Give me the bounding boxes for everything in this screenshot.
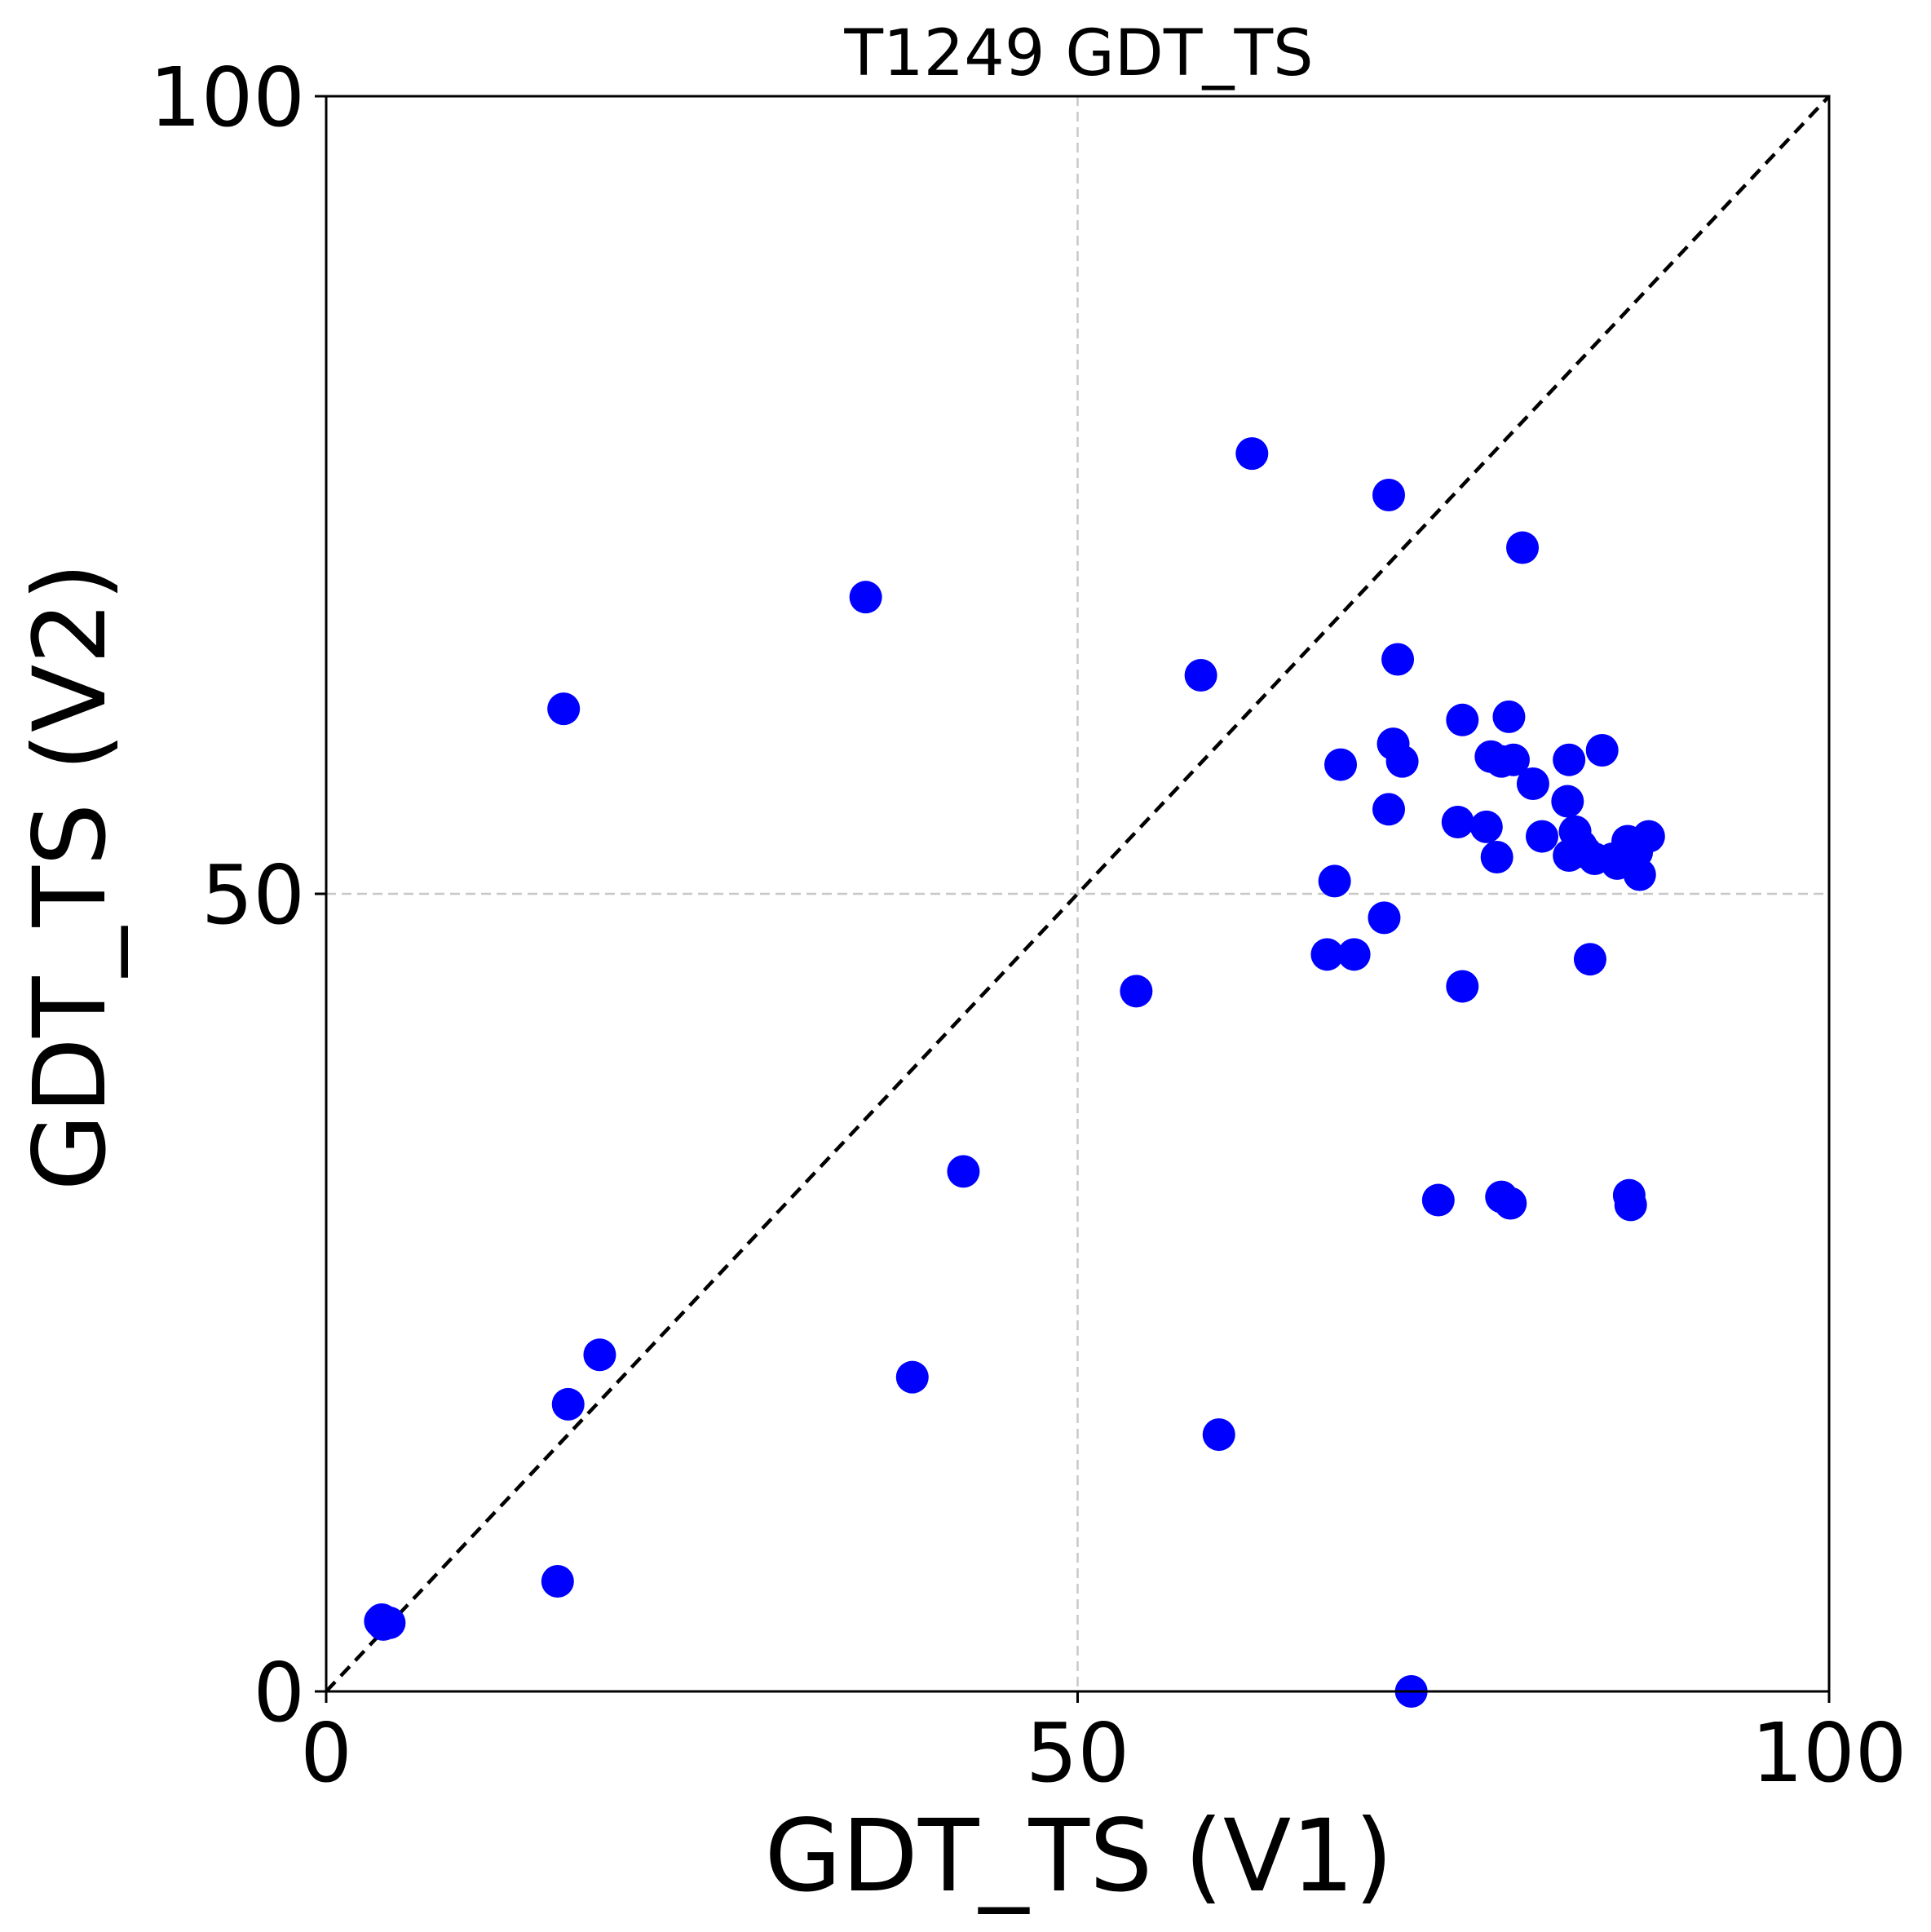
data-point	[1623, 858, 1656, 891]
data-point	[1120, 975, 1153, 1008]
data-point	[373, 1606, 406, 1639]
data-point	[947, 1155, 980, 1188]
data-point	[541, 1565, 574, 1598]
data-point	[1184, 659, 1217, 692]
axis-ticks: 0 50 100 0 50 100	[149, 50, 1907, 1801]
data-point	[1421, 1183, 1455, 1217]
data-point	[1324, 748, 1358, 781]
data-point	[1446, 703, 1479, 736]
chart-title: T1249 GDT_TS	[843, 17, 1313, 91]
y-tick-label: 50	[201, 847, 305, 943]
data-point	[1573, 943, 1606, 976]
data-point	[1480, 841, 1513, 874]
data-point	[1632, 820, 1665, 853]
data-point	[895, 1360, 929, 1394]
x-tick-label: 0	[300, 1705, 352, 1801]
data-point	[1235, 437, 1269, 471]
data-point	[1506, 531, 1540, 564]
data-point	[1516, 767, 1549, 801]
data-point	[1492, 700, 1526, 733]
data-point	[1494, 1187, 1527, 1220]
data-point	[1202, 1418, 1235, 1452]
data-point	[1368, 901, 1401, 935]
data-point	[1525, 820, 1558, 853]
data-point	[849, 581, 882, 614]
data-point	[1614, 1188, 1647, 1222]
y-tick-label: 0	[253, 1645, 305, 1740]
data-points	[364, 437, 1665, 1708]
y-tick-label: 100	[149, 50, 305, 145]
data-point	[547, 692, 581, 726]
data-point	[1318, 864, 1351, 898]
data-point	[1446, 970, 1479, 1003]
x-tick-label: 100	[1752, 1705, 1907, 1801]
data-point	[1337, 938, 1371, 971]
x-axis-label: GDT_TS (V1)	[764, 1798, 1393, 1914]
reference-diagonal-line	[325, 95, 1831, 1693]
y-axis-label: GDT_TS (V2)	[12, 562, 128, 1191]
grid-lines	[326, 96, 1829, 1691]
data-point	[1372, 793, 1406, 826]
data-point	[583, 1338, 616, 1372]
data-point	[1310, 938, 1344, 971]
data-point	[1496, 743, 1530, 776]
data-point	[1372, 479, 1406, 511]
x-tick-label: 50	[1026, 1705, 1129, 1801]
data-point	[1551, 785, 1584, 818]
data-point	[1441, 805, 1474, 838]
data-point	[551, 1387, 585, 1421]
data-point	[1385, 745, 1419, 778]
data-point	[1469, 810, 1503, 843]
data-point	[1585, 733, 1619, 767]
data-point	[1381, 643, 1415, 676]
data-point	[1553, 743, 1586, 776]
